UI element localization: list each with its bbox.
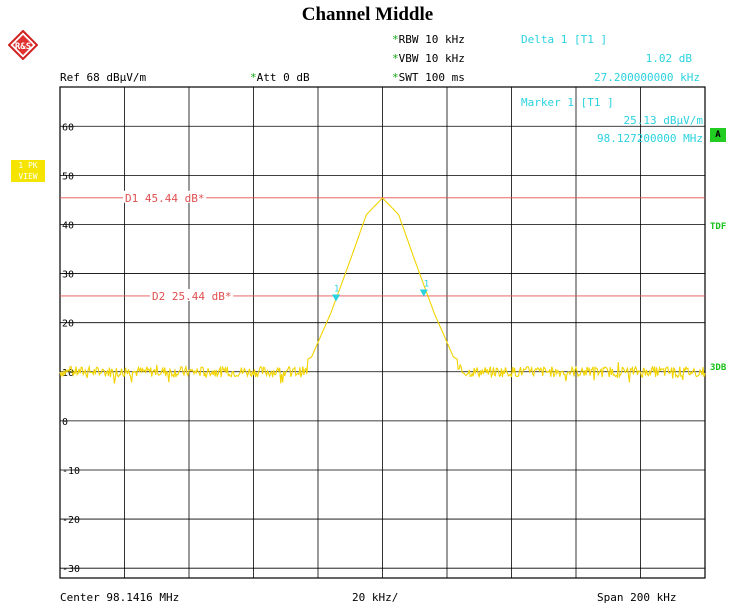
y-tick-label: 60 bbox=[62, 122, 74, 133]
center-frequency: Center 98.1416 MHz bbox=[60, 591, 180, 604]
vbw-setting: *VBW 10 kHz bbox=[392, 52, 465, 65]
grid bbox=[59, 86, 706, 579]
y-tick-label: -30 bbox=[62, 564, 80, 575]
display-line-label-bg bbox=[150, 288, 234, 301]
y-axis-ticks: -30 -20 -10 0 10 20 30 40 50 60 bbox=[62, 122, 80, 575]
delta-marker-frequency: 27.200000000 kHz bbox=[594, 71, 700, 84]
trace-mode-line2: VIEW bbox=[18, 172, 38, 181]
marker-triangle-2 bbox=[419, 289, 428, 297]
display-lines: D1 45.44 dB* D2 25.44 dB* bbox=[60, 190, 705, 303]
y-tick-label: -20 bbox=[62, 515, 80, 526]
attenuation-setting: *Att 0 dB bbox=[250, 71, 310, 84]
trace-mode-line1: 1 PK bbox=[18, 161, 38, 170]
ref-level: Ref 68 dBµV/m bbox=[60, 71, 147, 84]
y-tick-label: 20 bbox=[62, 319, 74, 330]
rbw-setting: *RBW 10 kHz bbox=[392, 33, 465, 46]
y-tick-label: 40 bbox=[62, 220, 74, 231]
y-tick-label: 50 bbox=[62, 171, 74, 182]
span-setting: Span 200 kHz bbox=[597, 591, 677, 604]
y-tick-label: 0 bbox=[62, 417, 68, 428]
display-line-label-d1: D1 45.44 dB* bbox=[125, 192, 204, 205]
chart-title: Channel Middle bbox=[301, 4, 434, 25]
tdf-label: TDF bbox=[710, 222, 727, 232]
rohde-schwarz-logo-icon: R&S bbox=[8, 30, 38, 60]
marker-number-label: 1 bbox=[334, 284, 339, 294]
spectrum-trace bbox=[59, 197, 706, 384]
swt-setting: *SWT 100 ms bbox=[392, 71, 465, 84]
marker-frequency: 98.127200000 MHz bbox=[597, 132, 703, 145]
y-tick-label: 10 bbox=[62, 368, 74, 379]
marker-value: 25.13 dBµV/m bbox=[623, 114, 703, 127]
trace-mode-badge: 1 PK VIEW bbox=[11, 160, 45, 182]
marker-triangle-1 bbox=[332, 294, 341, 302]
svg-text:R&S: R&S bbox=[15, 42, 31, 52]
input-a-badge: A bbox=[710, 128, 726, 142]
marker-number-label: 1 bbox=[424, 279, 429, 289]
y-tick-label: 30 bbox=[62, 270, 74, 281]
delta-marker-label: Delta 1 [T1 ] bbox=[521, 33, 608, 46]
display-line-label-d2: D2 25.44 dB* bbox=[152, 290, 231, 303]
delta-marker-value: 1.02 dB bbox=[645, 52, 692, 65]
y-tick-label: -10 bbox=[62, 466, 80, 477]
3db-label: 3DB bbox=[710, 363, 727, 373]
division-width: 20 kHz/ bbox=[352, 591, 399, 604]
markers: 11 bbox=[332, 279, 429, 302]
marker-label: Marker 1 [T1 ] bbox=[521, 96, 614, 109]
display-line-label-bg bbox=[123, 190, 207, 203]
